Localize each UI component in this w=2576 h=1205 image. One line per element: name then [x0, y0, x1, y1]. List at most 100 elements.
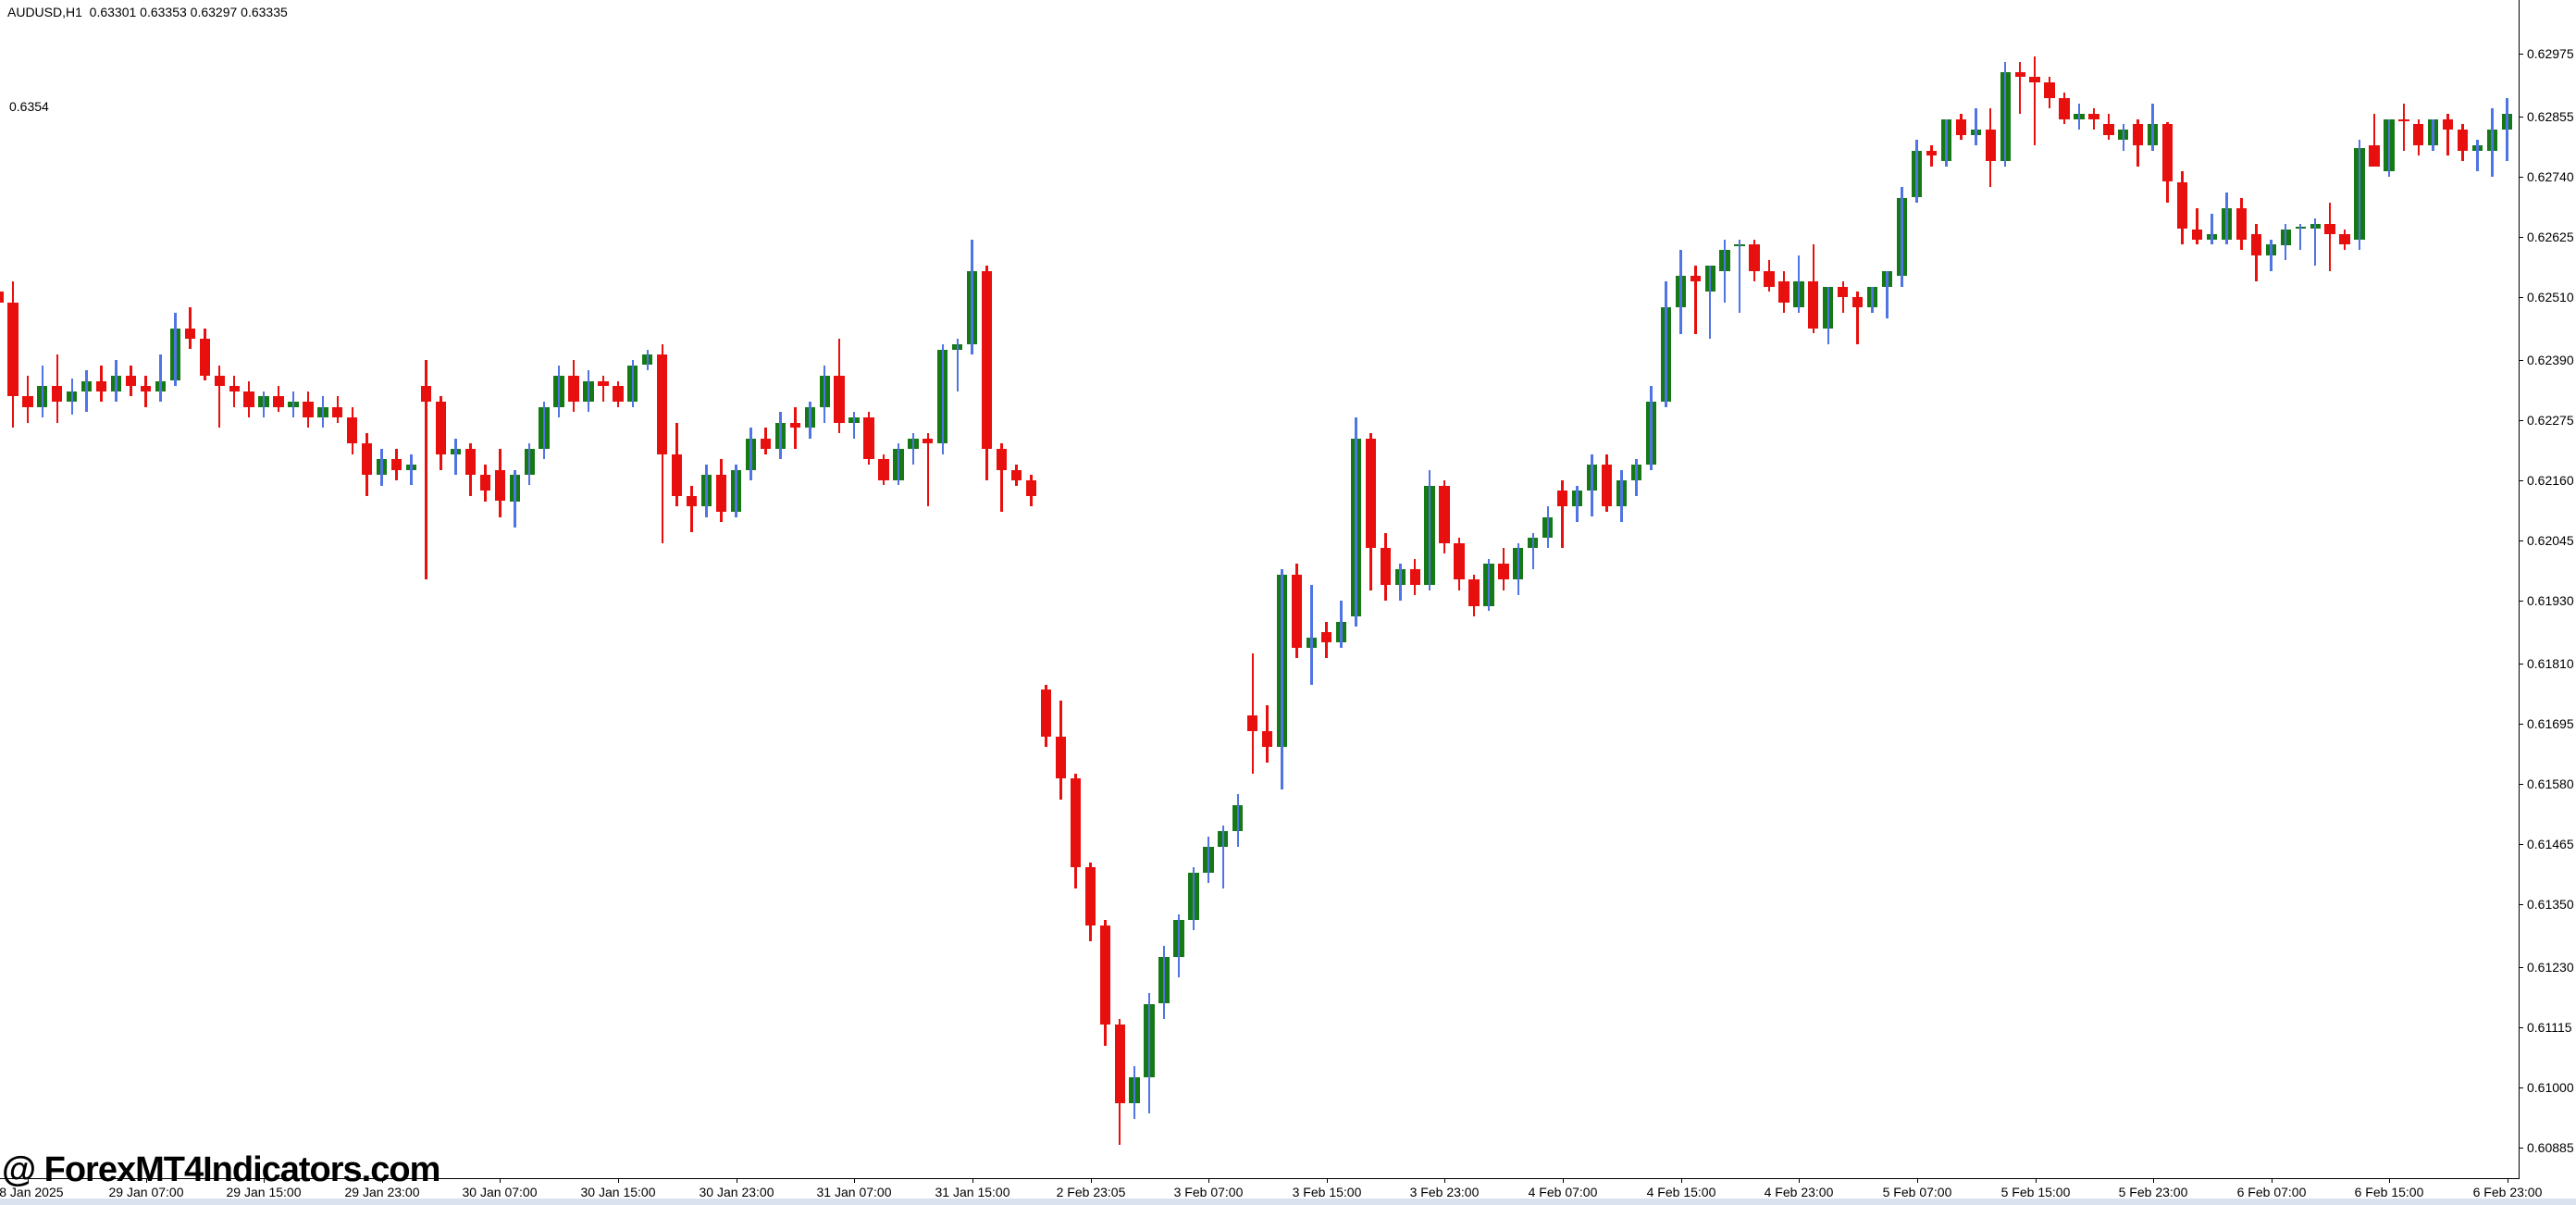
candle-wick-bull: [70, 378, 74, 416]
time-label: 6 Feb 23:00: [2472, 1185, 2543, 1199]
candle-wick-bear: [306, 391, 310, 429]
candle-wick-bear: [2033, 56, 2037, 145]
price-tick: [2519, 117, 2523, 118]
candle-wick-bear: [1605, 453, 1608, 512]
candle-wick-bear: [499, 449, 502, 517]
candle-wick-bull: [971, 239, 973, 355]
candle-wick-bear: [204, 328, 206, 381]
candle-wick-bull: [1487, 558, 1491, 612]
candle-wick-bear: [882, 453, 886, 486]
candle-wick-bull: [2432, 118, 2434, 151]
candle-wick-bull: [2003, 61, 2007, 167]
candle-wick-bull: [1428, 469, 1431, 590]
time-label: 28 Jan 2025: [0, 1185, 64, 1199]
time-tick: [264, 1179, 265, 1183]
candle-wick-bear: [1856, 292, 1859, 344]
price-label: 0.62275: [2527, 413, 2574, 428]
price-label: 0.62975: [2527, 46, 2574, 61]
candle-wick-bear: [247, 380, 251, 418]
price-tick: [2519, 420, 2523, 421]
chart-plot-area[interactable]: [0, 0, 2519, 1178]
candle-wick-bear: [365, 433, 368, 496]
candle-wick-bear: [1988, 108, 1992, 188]
candle-wick-bear: [661, 343, 664, 543]
candle-wick-bull: [587, 370, 590, 413]
candle-wick-bear: [2196, 207, 2198, 245]
candle-wick-bull: [1310, 585, 1313, 685]
candle-wick-bear: [675, 422, 678, 507]
candle-wick-bear: [2048, 77, 2051, 109]
candle-wick-bear: [2372, 114, 2376, 167]
candle-wick-bear: [1694, 266, 1697, 334]
price-label: 0.62740: [2527, 169, 2574, 184]
candle-wick-bull: [1915, 140, 1918, 204]
price-tick: [2519, 360, 2523, 361]
candle-wick-bear: [1384, 532, 1387, 601]
time-label: 29 Jan 23:00: [344, 1185, 420, 1199]
candle-wick-bull: [1162, 946, 1166, 1020]
candle-wick-bear: [1841, 281, 1845, 313]
price-tick: [2519, 54, 2523, 55]
candle-wick-bear: [189, 307, 192, 350]
price-tick: [2519, 177, 2523, 178]
candle-wick-bull: [1886, 270, 1889, 318]
candle-wick-bear: [1015, 465, 1018, 486]
candle-wick-bear: [2446, 114, 2449, 156]
candle-wick-bull: [823, 365, 826, 423]
candle-wick-bull: [291, 391, 295, 418]
candle-wick-bear: [926, 433, 930, 507]
price-label: 0.61580: [2527, 776, 2574, 791]
candle-wick-bear: [1030, 475, 1033, 507]
price-label: 0.61930: [2527, 593, 2574, 608]
candle-wick-bull: [1517, 542, 1520, 596]
candle-wick-bull: [1281, 569, 1283, 789]
candle-wick-bull: [1738, 239, 1741, 313]
candle-wick-bull: [2211, 213, 2213, 245]
time-tick: [1681, 1179, 1682, 1183]
price-tick: [2519, 664, 2523, 665]
price-label: 0.62625: [2527, 230, 2574, 244]
time-tick: [1444, 1179, 1445, 1183]
time-tick: [2389, 1179, 2390, 1183]
candle-wick-bear: [837, 339, 841, 433]
candle-wick-bear: [764, 428, 767, 454]
candle-wick-bull: [2077, 103, 2081, 130]
candle-wick-bear: [100, 365, 103, 403]
candle-wick-bull: [454, 438, 457, 476]
candle-wick-bear: [277, 386, 280, 413]
candle-wick-bear: [484, 465, 487, 502]
candle-wick-bear: [2092, 108, 2096, 130]
candle-wick-bull: [1665, 281, 1667, 407]
candle-wick-bull: [1236, 794, 1240, 847]
price-tick: [2519, 237, 2523, 238]
candle-wick-bull: [2225, 192, 2228, 245]
candle-wick-bull: [2122, 124, 2125, 151]
candle-wick-bull: [41, 365, 44, 418]
price-tick: [2519, 967, 2523, 968]
candle-wick-bull: [174, 312, 177, 387]
candle-wick-bear: [2107, 114, 2111, 141]
candle-wick-bear: [2255, 223, 2258, 281]
candle-wick-bear: [1089, 862, 1092, 941]
price-tick: [2519, 1027, 2523, 1028]
candle-wick-bull: [1797, 255, 1801, 313]
price-label: 0.62160: [2527, 473, 2574, 488]
time-tick: [382, 1179, 383, 1183]
candle-wick-bear: [425, 359, 427, 580]
time-tick: [500, 1179, 501, 1183]
candle-wick-bear: [2402, 103, 2406, 151]
price-label: 0.62045: [2527, 533, 2574, 548]
candle-wick-bull: [1576, 485, 1579, 523]
candle-wick-bear: [395, 449, 398, 480]
time-label: 31 Jan 07:00: [816, 1185, 892, 1199]
time-label: 29 Jan 15:00: [226, 1185, 302, 1199]
time-tick: [1091, 1179, 1092, 1183]
price-label: 0.61695: [2527, 716, 2574, 731]
candle-wick-bull: [809, 402, 811, 439]
time-tick: [1563, 1179, 1564, 1183]
price-tick: [2519, 297, 2523, 298]
candle-wick-bear: [1074, 773, 1077, 888]
candle-wick-bear: [2166, 121, 2169, 204]
time-label: 3 Feb 23:00: [1409, 1185, 1480, 1199]
candle-wick-bear: [1295, 564, 1298, 659]
